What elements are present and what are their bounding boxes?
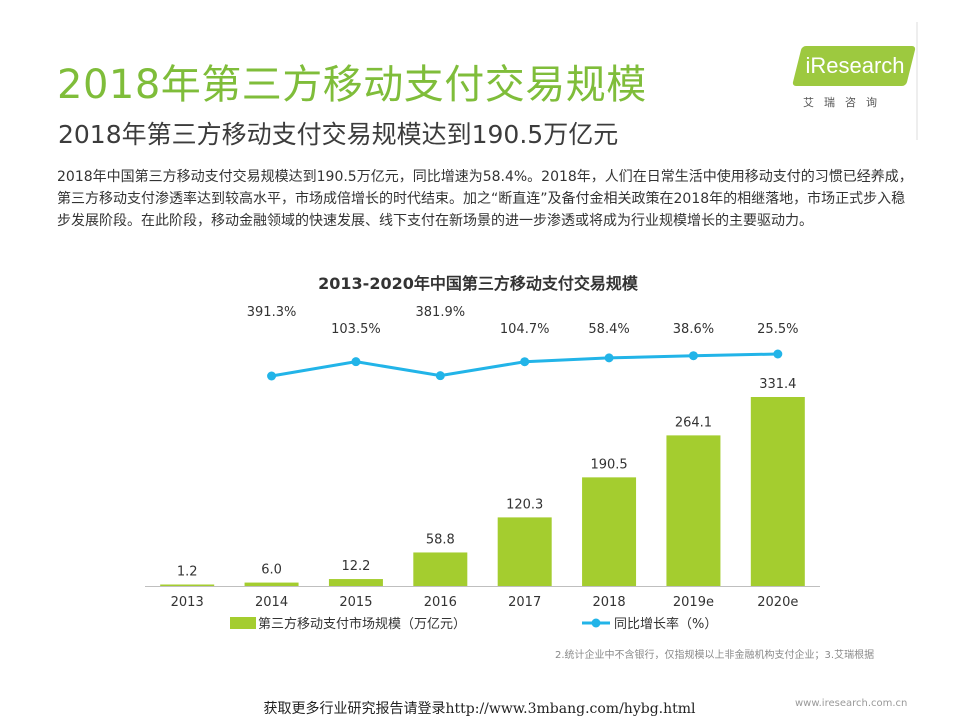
bar-label-2020e: 331.4	[759, 377, 796, 392]
bar-label-2016: 58.8	[426, 532, 455, 547]
x-tick-2017: 2017	[508, 595, 541, 610]
growth-label-2015: 103.5%	[331, 322, 381, 337]
footnote: 2.统计企业中不含银行，仅指规模以上非金融机构支付企业；3.艾瑞根据	[555, 650, 875, 661]
x-axis: 2013 2014 2015 2016 2017 2018 2019e 2020e	[145, 586, 820, 610]
growth-point-2017	[520, 357, 530, 367]
bar-2019e	[666, 435, 721, 586]
bar-label-2013: 1.2	[177, 565, 198, 580]
growth-point-2015	[351, 357, 361, 367]
growth-label-2017: 104.7%	[500, 322, 550, 337]
bar-2014	[244, 582, 299, 586]
bars-layer: 1.2 6.0 12.2 58.8 120.3 190.5 264.1 331.4	[160, 377, 805, 586]
x-tick-2015: 2015	[339, 595, 372, 610]
bar-2013	[160, 584, 215, 586]
logo-name: iResearch	[805, 53, 905, 78]
legend-line-marker	[591, 618, 601, 628]
growth-point-2016	[435, 371, 445, 381]
x-tick-2016: 2016	[424, 595, 457, 610]
site-url: www.iresearch.com.cn	[795, 698, 908, 709]
growth-label-2014: 391.3%	[247, 305, 297, 320]
watermark-text: 获取更多行业研究报告请登录http://www.3mbang.com/hybg.…	[263, 701, 696, 717]
x-tick-2018: 2018	[593, 595, 626, 610]
growth-label-2018: 58.4%	[588, 322, 629, 337]
bar-2015	[328, 579, 383, 586]
legend-bar-label: 第三方移动支付市场规模（万亿元）	[258, 616, 466, 632]
bar-2020e	[750, 397, 805, 586]
page-subtitle: 2018年第三方移动支付交易规模达到190.5万亿元	[58, 120, 619, 149]
growth-point-2019e	[688, 351, 698, 361]
legend-bar-swatch	[230, 617, 256, 629]
growth-label-2019e: 38.6%	[673, 322, 714, 337]
body-paragraph: 2018年中国第三方移动支付交易规模达到190.5万亿元，同比增速为58.4%。…	[57, 169, 913, 229]
corner-divider	[916, 22, 918, 140]
bar-label-2017: 120.3	[506, 497, 543, 512]
chart-title: 2013-2020年中国第三方移动支付交易规模	[318, 274, 639, 293]
iresearch-logo: iResearch 艾瑞咨询	[792, 46, 917, 116]
logo-subtitle: 艾瑞咨询	[803, 96, 887, 109]
growth-label-2016: 381.9%	[416, 305, 466, 320]
bar-label-2019e: 264.1	[675, 415, 712, 430]
bar-2017	[497, 517, 552, 586]
bar-label-2018: 190.5	[590, 457, 627, 472]
x-tick-2013: 2013	[171, 595, 204, 610]
legend: 第三方移动支付市场规模（万亿元） 同比增长率（%）	[230, 616, 717, 632]
x-tick-2020e: 2020e	[757, 595, 798, 610]
bar-label-2014: 6.0	[261, 563, 282, 578]
legend-line-label: 同比增长率（%）	[614, 616, 717, 632]
x-tick-2019e: 2019e	[673, 595, 714, 610]
bar-2016	[413, 552, 468, 586]
x-tick-2014: 2014	[255, 595, 288, 610]
growth-point-2014	[267, 371, 277, 381]
growth-point-2020e	[773, 349, 783, 359]
bar-2018	[582, 477, 637, 586]
growth-point-2018	[604, 353, 614, 363]
growth-label-2020e: 25.5%	[757, 322, 798, 337]
bar-label-2015: 12.2	[341, 559, 370, 574]
line-layer: 391.3% 103.5% 381.9% 104.7% 58.4% 38.6% 25.5%	[247, 305, 798, 381]
page-title: 2018年第三方移动支付交易规模	[57, 62, 647, 108]
